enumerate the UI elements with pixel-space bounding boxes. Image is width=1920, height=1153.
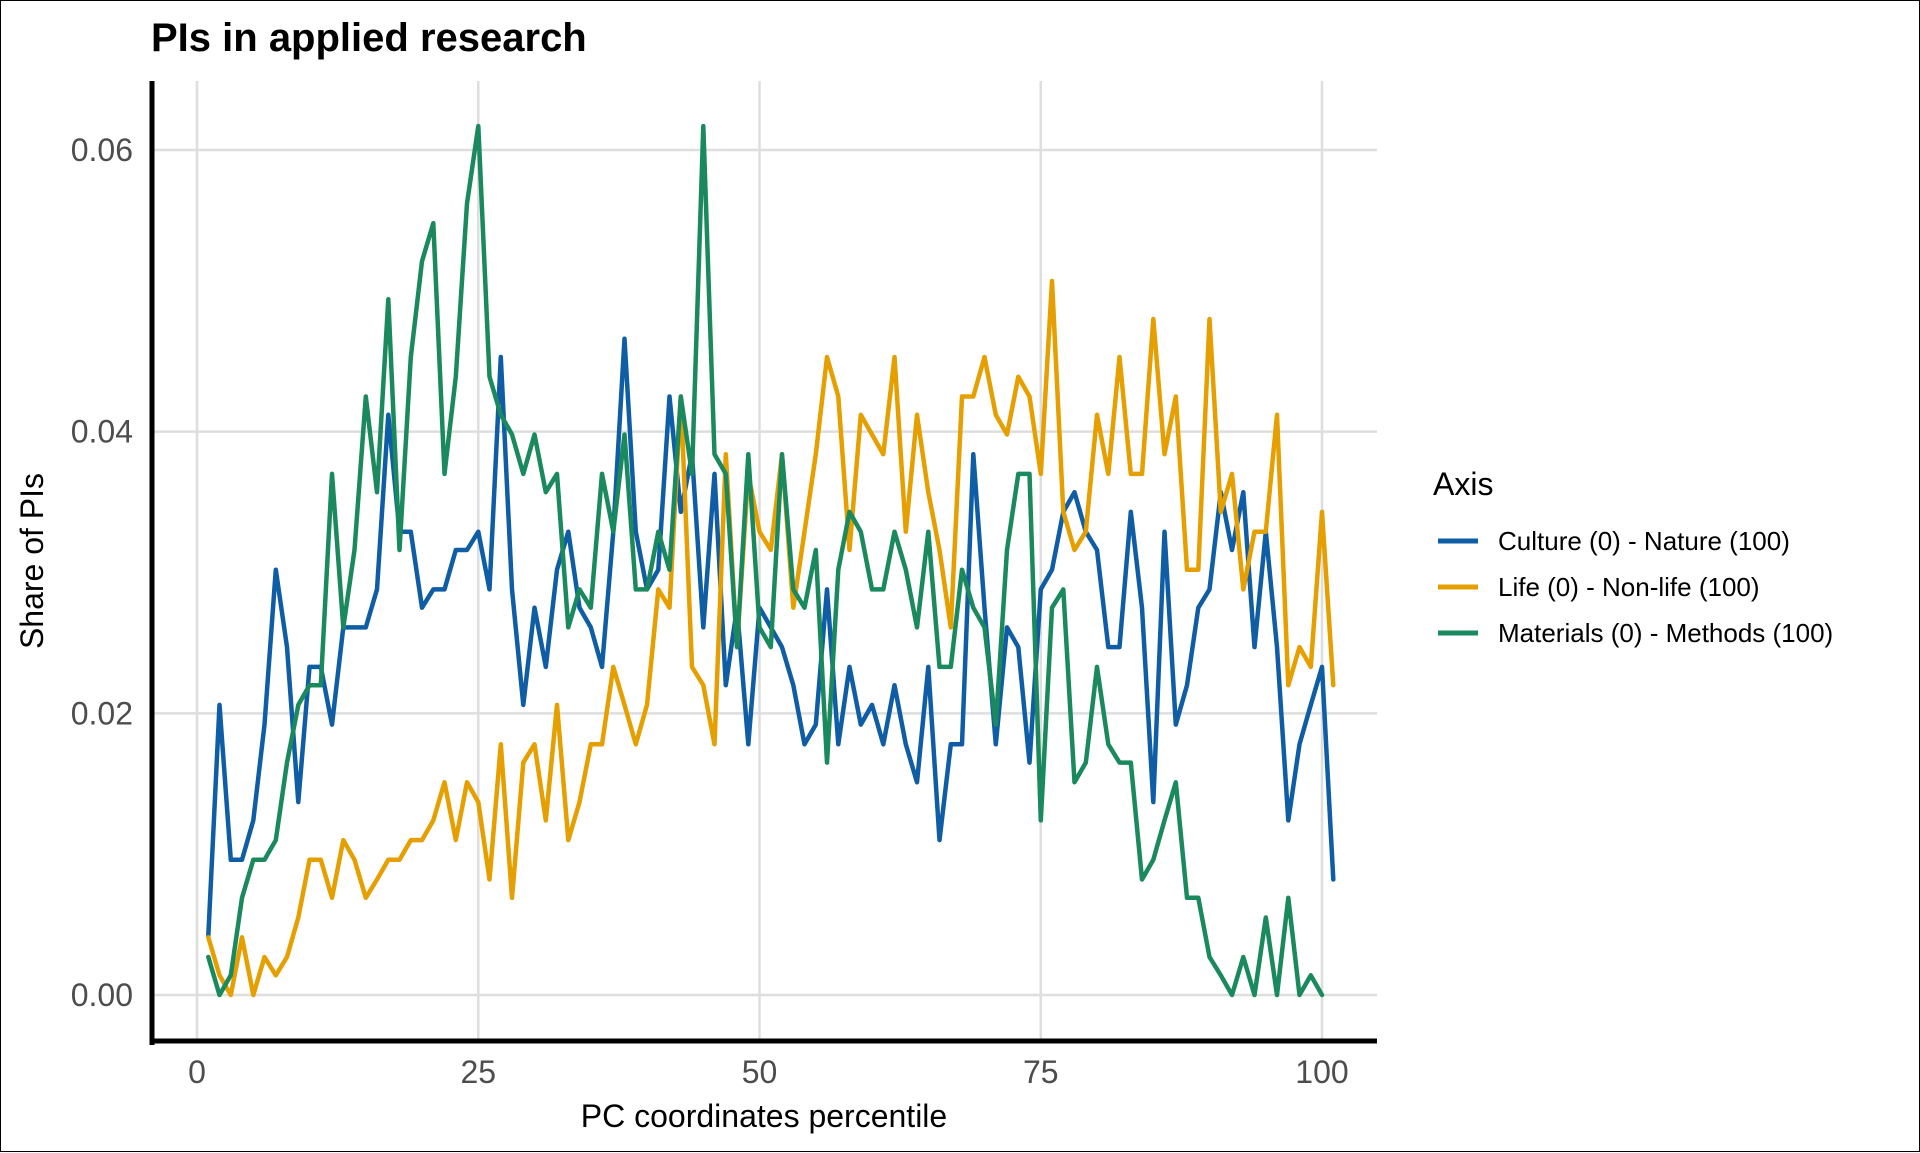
legend-label-3: Materials (0) - Methods (100) xyxy=(1498,618,1833,648)
series-line-3 xyxy=(206,123,1325,998)
legend-title: Axis xyxy=(1433,466,1493,502)
legend-items: Culture (0) - Nature (100) Life (0) - Non… xyxy=(1438,526,1833,648)
x-tick-label: 0 xyxy=(188,1054,206,1090)
legend-label-2: Life (0) - Non-life (100) xyxy=(1498,572,1760,602)
x-tick-labels: 0 25 50 75 100 xyxy=(188,1054,1349,1090)
x-tick-label: 25 xyxy=(460,1054,496,1090)
series-lines xyxy=(206,123,1336,998)
y-tick-label: 0.00 xyxy=(71,977,133,1013)
chart-title: PIs in applied research xyxy=(151,16,587,60)
legend-label-1: Culture (0) - Nature (100) xyxy=(1498,526,1790,556)
y-axis-title: Share of PIs xyxy=(14,473,50,649)
series-line-2 xyxy=(206,278,1336,998)
x-tick-label: 50 xyxy=(742,1054,778,1090)
y-tick-label: 0.06 xyxy=(71,132,133,168)
y-tick-label: 0.04 xyxy=(71,414,133,450)
x-tick-label: 75 xyxy=(1023,1054,1059,1090)
legend: Axis Culture (0) - Nature (100) Life (0) … xyxy=(1433,466,1833,648)
y-tick-labels: 0.00 0.02 0.04 0.06 xyxy=(71,132,133,1013)
x-axis-title: PC coordinates percentile xyxy=(581,1098,947,1134)
x-tick-label: 100 xyxy=(1295,1054,1348,1090)
gridlines xyxy=(152,81,1377,1041)
y-tick-label: 0.02 xyxy=(71,695,133,731)
